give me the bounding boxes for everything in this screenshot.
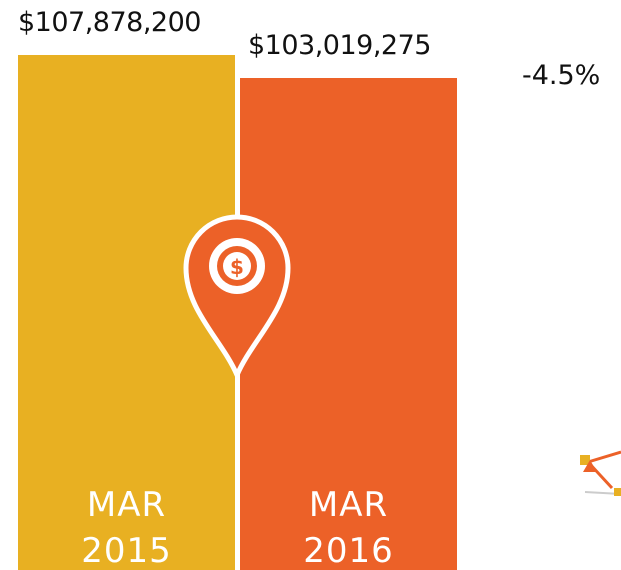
bar: [240, 78, 457, 570]
change-annotation: -4.5%: [522, 60, 601, 91]
category-label: MAR 2015: [81, 485, 172, 570]
category-label: MAR 2016: [303, 485, 394, 570]
value-label: $103,019,275: [248, 30, 431, 62]
decor-icon: [580, 450, 621, 496]
value-label: $107,878,200: [18, 7, 201, 38]
pin-icon: $: [183, 214, 291, 382]
svg-text:$: $: [230, 255, 244, 279]
